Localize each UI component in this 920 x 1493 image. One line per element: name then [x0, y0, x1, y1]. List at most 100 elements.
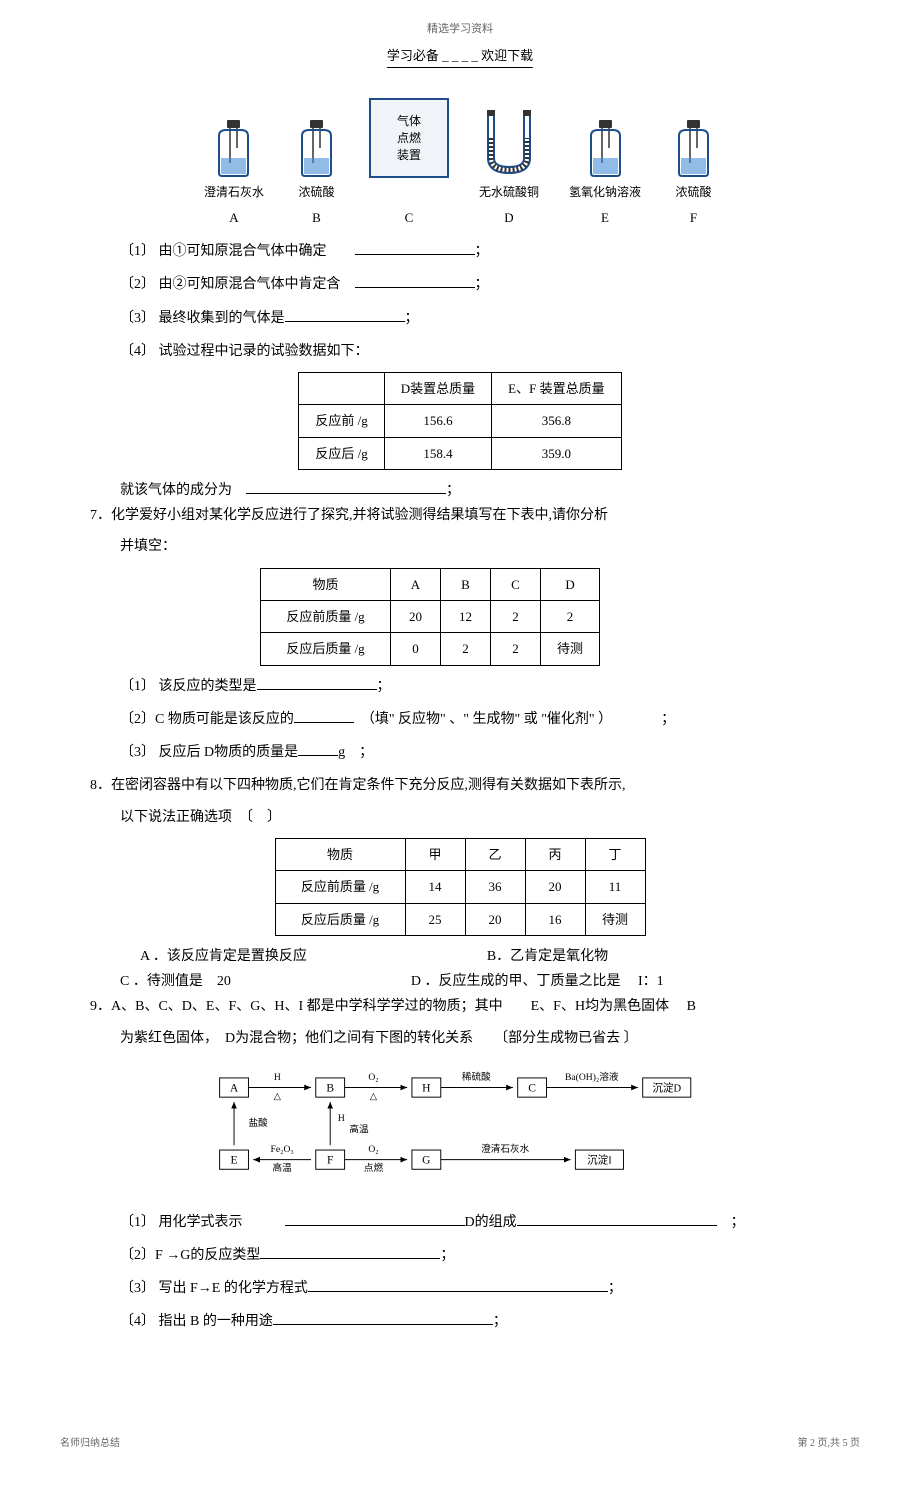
- table-cell: 反应后质量 /g: [261, 633, 391, 665]
- svg-text:E: E: [231, 1154, 238, 1166]
- svg-text:盐酸: 盐酸: [248, 1117, 268, 1129]
- q7-sub2: 〔2〕C 物质可能是该反应的 （填" 反应物" 、" 生成物" 或 "催化剂" …: [120, 707, 860, 732]
- table-cell: D: [541, 568, 600, 600]
- svg-text:G: G: [422, 1154, 430, 1166]
- table-cell: 丁: [585, 838, 645, 870]
- apparatus-d: 无水硫酸铜 D: [479, 108, 539, 229]
- utube-icon: [479, 108, 539, 178]
- q9-main2: 为紫红色固体， D为混合物；他们之间有下图的转化关系 〔部分生成物已省去 〕: [120, 1026, 860, 1051]
- bottle-icon: [211, 118, 256, 178]
- svg-text:A: A: [230, 1082, 239, 1094]
- bottle-icon: [294, 118, 339, 178]
- svg-text:O₂: O₂: [368, 1144, 378, 1155]
- table-cell: E、F 装置总质量: [492, 372, 621, 404]
- table-cell: 16: [525, 903, 585, 935]
- apparatus-e: 氢氧化钠溶液 E: [569, 118, 641, 229]
- table-cell: 14: [405, 871, 465, 903]
- table-cell: 反应前质量 /g: [261, 601, 391, 633]
- q6-table: D装置总质量 E、F 装置总质量 反应前 /g 156.6 356.8 反应后 …: [298, 372, 621, 470]
- q8-table: 物质 甲 乙 丙 丁 反应前质量 /g 14 36 20 11 反应后质量 /g…: [275, 838, 646, 936]
- app-letter-e: E: [601, 206, 609, 229]
- page-header: 学习必备 _ _ _ _ 欢迎下载: [387, 44, 533, 68]
- table-cell: 20: [465, 903, 525, 935]
- q7-table: 物质 A B C D 反应前质量 /g 20 12 2 2 反应后质量 /g 0…: [260, 568, 600, 666]
- table-cell: 0: [391, 633, 441, 665]
- svg-text:H: H: [338, 1113, 345, 1124]
- table-cell: 物质: [275, 838, 405, 870]
- svg-text:高温: 高温: [349, 1123, 369, 1135]
- svg-text:Fe₂O₃: Fe₂O₃: [270, 1144, 293, 1155]
- app-label-a: 澄清石灰水: [204, 182, 264, 204]
- svg-text:点燃: 点燃: [364, 1162, 384, 1174]
- q8-opt-c: C ．待测值是 20: [120, 969, 231, 994]
- q8-main: 8．在密闭容器中有以下四种物质,它们在肯定条件下充分反应,测得有关数据如下表所示…: [90, 773, 860, 798]
- table-cell: 甲: [405, 838, 465, 870]
- app-label-c: [407, 182, 410, 204]
- app-letter-a: A: [229, 206, 238, 229]
- q6-sub1: 〔1〕 由①可知原混合气体中确定 ；: [120, 239, 860, 264]
- app-letter-c: C: [405, 206, 414, 229]
- table-cell: 12: [441, 601, 491, 633]
- svg-text:△: △: [370, 1091, 378, 1102]
- table-cell: 25: [405, 903, 465, 935]
- apparatus-a: 澄清石灰水 A: [204, 118, 264, 229]
- table-cell: 2: [491, 633, 541, 665]
- page-footer: 名师归纳总结 第 2 页,共 5 页: [60, 1435, 860, 1453]
- q9-flowchart: A B H C 沉淀D H △ O₂ △ 稀硫酸 Ba(OH)₂溶液 E F G…: [60, 1066, 860, 1195]
- app-label-f: 浓硫酸: [676, 182, 712, 204]
- app-letter-f: F: [690, 206, 697, 229]
- table-cell: A: [391, 568, 441, 600]
- table-cell: 待测: [585, 903, 645, 935]
- svg-text:H: H: [422, 1082, 430, 1094]
- table-cell: 反应后 /g: [299, 437, 384, 469]
- svg-text:△: △: [274, 1091, 282, 1102]
- svg-text:C: C: [528, 1082, 536, 1094]
- app-label-d: 无水硫酸铜: [479, 182, 539, 204]
- svg-text:澄清石灰水: 澄清石灰水: [481, 1143, 529, 1155]
- footer-left: 名师归纳总结: [60, 1435, 120, 1453]
- table-cell: 158.4: [384, 437, 491, 469]
- table-cell: 20: [525, 871, 585, 903]
- table-cell: D装置总质量: [384, 372, 491, 404]
- app-label-e: 氢氧化钠溶液: [569, 182, 641, 204]
- q6-conclusion: 就该气体的成分为 ；: [120, 478, 860, 503]
- combustion-box: 气体点燃装置: [369, 98, 449, 178]
- q9-sub3: 〔3〕 写出 F→E 的化学方程式；: [120, 1276, 860, 1301]
- svg-text:Ba(OH)₂溶液: Ba(OH)₂溶液: [565, 1071, 619, 1083]
- q8-opt-d: D ．反应生成的甲、丁质量之比是 I：1: [411, 969, 664, 994]
- svg-text:H: H: [274, 1072, 281, 1083]
- table-cell: B: [441, 568, 491, 600]
- app-label-b: 浓硫酸: [298, 182, 334, 204]
- table-cell: C: [491, 568, 541, 600]
- app-letter-b: B: [312, 206, 321, 229]
- table-cell: 乙: [465, 838, 525, 870]
- svg-text:O₂: O₂: [368, 1072, 378, 1083]
- table-cell: 反应后质量 /g: [275, 903, 405, 935]
- q8-options-row2: C ．待测值是 20 D ．反应生成的甲、丁质量之比是 I：1: [120, 969, 860, 994]
- q9-sub1: 〔1〕 用化学式表示 D的组成 ；: [120, 1210, 860, 1235]
- table-cell: [299, 372, 384, 404]
- app-letter-d: D: [504, 206, 513, 229]
- q7-sub1: 〔1〕 该反应的类型是；: [120, 674, 860, 699]
- table-cell: 20: [391, 601, 441, 633]
- q7-sub3: 〔3〕 反应后 D物质的质量是g ；: [120, 740, 860, 765]
- table-cell: 356.8: [492, 405, 621, 437]
- table-cell: 156.6: [384, 405, 491, 437]
- table-cell: 丙: [525, 838, 585, 870]
- q6-sub3: 〔3〕 最终收集到的气体是；: [120, 306, 860, 331]
- table-cell: 反应前质量 /g: [275, 871, 405, 903]
- apparatus-c: 气体点燃装置 C: [369, 98, 449, 229]
- q8-main2: 以下说法正确选项 〔 〕: [120, 805, 860, 830]
- table-cell: 2: [491, 601, 541, 633]
- q9-main: 9．A、B、C、D、E、F、G、H、I 都是中学科学学过的物质；其中 E、F、H…: [90, 994, 860, 1019]
- svg-text:高温: 高温: [272, 1162, 292, 1174]
- q6-sub2: 〔2〕 由②可知原混合气体中肯定含 ；: [120, 272, 860, 297]
- svg-text:沉淀D: 沉淀D: [652, 1081, 681, 1094]
- q8-opt-b: B．乙肯定是氧化物: [487, 944, 608, 969]
- table-cell: 待测: [541, 633, 600, 665]
- table-cell: 2: [541, 601, 600, 633]
- table-cell: 11: [585, 871, 645, 903]
- q7-main2: 并填空：: [120, 534, 860, 559]
- top-header: 精选学习资料: [60, 20, 860, 40]
- svg-text:稀硫酸: 稀硫酸: [462, 1071, 491, 1083]
